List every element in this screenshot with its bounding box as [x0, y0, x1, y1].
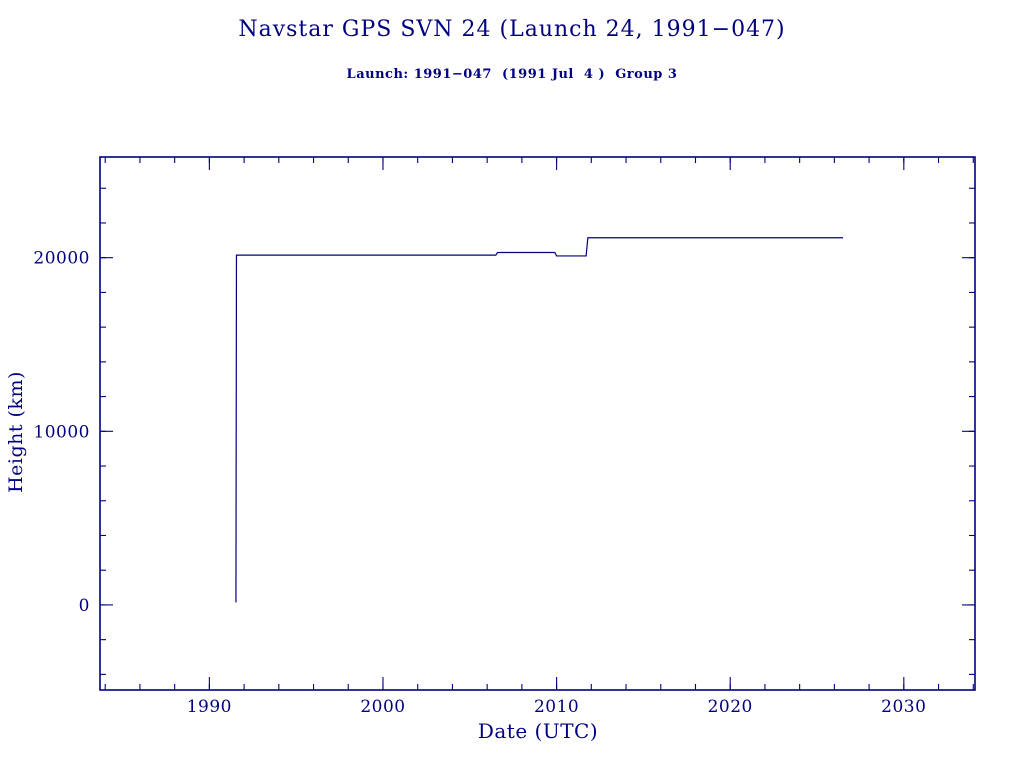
chart-subtitle: Launch: 1991−047 (1991 Jul 4 ) Group 3	[346, 67, 678, 82]
chart-title: Navstar GPS SVN 24 (Launch 24, 1991−047)	[238, 17, 786, 42]
x-tick-label: 2030	[881, 697, 926, 717]
y-tick-label: 10000	[33, 422, 90, 442]
x-tick-label: 2020	[708, 697, 753, 717]
plot-frame	[99, 156, 976, 691]
x-tick-label: 2010	[534, 697, 579, 717]
x-tick-label: 2000	[360, 697, 405, 717]
y-tick-label: 0	[79, 596, 90, 616]
data-line	[235, 237, 844, 603]
x-axis-label: Date (UTC)	[477, 719, 599, 743]
y-tick-label: 20000	[33, 249, 90, 269]
x-tick-label: 1990	[187, 697, 232, 717]
